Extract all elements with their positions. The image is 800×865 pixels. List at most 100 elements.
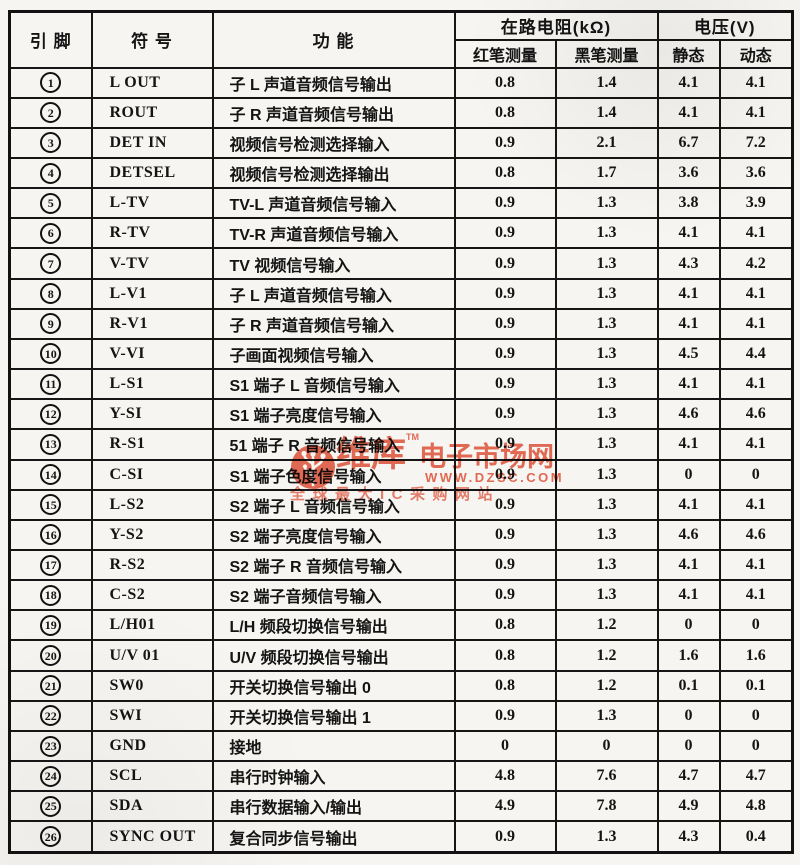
table-row: 16 Y-S2 S2 端子亮度信号输入 0.9 1.3 4.6 4.6 <box>8 518 794 552</box>
static-voltage-value: 3.8 <box>656 187 721 220</box>
function-cell: 视频信号检测选择输入 <box>211 126 456 159</box>
dynamic-voltage-value: 0.4 <box>718 820 794 854</box>
function-cell: S2 端子 L 音频信号输入 <box>211 488 456 521</box>
static-voltage-value: 4.7 <box>656 760 721 793</box>
dynamic-voltage-value: 4.8 <box>718 790 794 823</box>
header-red-pen: 红笔测量 <box>453 38 557 69</box>
red-pen-value: 0.9 <box>453 548 557 582</box>
pin-number: 11 <box>40 373 62 395</box>
pin-number: 4 <box>40 162 62 184</box>
red-pen-value: 0.9 <box>453 518 557 552</box>
symbol-cell: C-S2 <box>90 579 214 612</box>
pin-number-cell: 22 <box>8 699 93 732</box>
pin-number: 15 <box>40 494 62 516</box>
function-cell: 子 L 声道音频信号输入 <box>211 277 456 310</box>
function-cell: 串行数据输入/输出 <box>211 790 456 823</box>
pin-number-cell: 13 <box>8 428 93 461</box>
pin-number: 10 <box>40 343 62 365</box>
pin-number-cell: 7 <box>8 247 93 280</box>
red-pen-value: 4.8 <box>453 760 557 793</box>
red-pen-value: 0.9 <box>453 458 557 491</box>
pin-number: 6 <box>40 222 62 244</box>
table-row: 10 V-VI 子画面视频信号输入 0.9 1.3 4.5 4.4 <box>8 337 794 371</box>
pin-number: 18 <box>40 584 62 606</box>
table-row: 14 C-SI S1 端子色度信号输入 0.9 1.3 0 0 <box>8 458 794 491</box>
static-voltage-value: 0 <box>656 699 721 732</box>
red-pen-value: 0.8 <box>453 66 557 99</box>
red-pen-value: 0.9 <box>453 187 557 220</box>
black-pen-value: 1.3 <box>554 398 659 431</box>
table-row: 3 DET IN 视频信号检测选择输入 0.9 2.1 6.7 7.2 <box>8 126 794 159</box>
pin-number-cell: 16 <box>8 518 93 552</box>
black-pen-value: 1.3 <box>554 699 659 732</box>
table-row: 8 L-V1 子 L 声道音频信号输入 0.9 1.3 4.1 4.1 <box>8 277 794 310</box>
static-voltage-value: 0 <box>656 458 721 491</box>
pin-number: 12 <box>40 403 62 425</box>
table-row: 6 R-TV TV-R 声道音频信号输入 0.9 1.3 4.1 4.1 <box>8 217 794 250</box>
function-cell: U/V 频段切换信号输出 <box>211 639 456 672</box>
dynamic-voltage-value: 4.6 <box>718 398 794 431</box>
static-voltage-value: 4.3 <box>656 247 721 280</box>
pin-number: 16 <box>40 524 62 546</box>
table-row: 13 R-S1 51 端子 R 音频信号输入 0.9 1.3 4.1 4.1 <box>8 428 794 461</box>
table-row: 19 L/H01 L/H 频段切换信号输出 0.8 1.2 0 0 <box>8 609 794 642</box>
static-voltage-value: 4.6 <box>656 398 721 431</box>
pin-number: 25 <box>40 795 62 817</box>
pin-number-cell: 4 <box>8 156 93 190</box>
header-black-pen: 黑笔测量 <box>554 38 659 69</box>
header-symbol: 符 号 <box>90 10 214 69</box>
dynamic-voltage-value: 4.1 <box>718 66 794 99</box>
table-row: 11 L-S1 S1 端子 L 音频信号输入 0.9 1.3 4.1 4.1 <box>8 368 794 401</box>
dynamic-voltage-value: 4.4 <box>718 337 794 371</box>
static-voltage-value: 4.1 <box>656 488 721 521</box>
pin-number: 7 <box>40 253 62 275</box>
dynamic-voltage-value: 0 <box>718 609 794 642</box>
pin-number-cell: 11 <box>8 368 93 401</box>
dynamic-voltage-value: 4.1 <box>718 368 794 401</box>
table-row: 15 L-S2 S2 端子 L 音频信号输入 0.9 1.3 4.1 4.1 <box>8 488 794 521</box>
pin-number-cell: 23 <box>8 729 93 763</box>
table-row: 21 SW0 开关切换信号输出 0 0.8 1.2 0.1 0.1 <box>8 669 794 702</box>
black-pen-value: 1.3 <box>554 337 659 371</box>
pin-number: 5 <box>40 192 62 214</box>
red-pen-value: 0.9 <box>453 820 557 854</box>
red-pen-value: 4.9 <box>453 790 557 823</box>
black-pen-value: 1.3 <box>554 820 659 854</box>
pin-number-cell: 1 <box>8 66 93 99</box>
dynamic-voltage-value: 4.1 <box>718 548 794 582</box>
pin-function-table: 引 脚 符 号 功 能 在路电阻(kΩ) 电压(V) 红笔测量 黑笔测量 静态 … <box>8 10 795 854</box>
pin-number-cell: 18 <box>8 579 93 612</box>
red-pen-value: 0.9 <box>453 398 557 431</box>
pin-number-cell: 20 <box>8 639 93 672</box>
symbol-cell: R-TV <box>90 217 214 250</box>
symbol-cell: R-S2 <box>90 548 214 582</box>
pin-number-cell: 14 <box>8 458 93 491</box>
header-resistance-group: 在路电阻(kΩ) <box>453 10 659 41</box>
pin-number: 26 <box>40 826 62 848</box>
static-voltage-value: 6.7 <box>656 126 721 159</box>
table-row: 17 R-S2 S2 端子 R 音频信号输入 0.9 1.3 4.1 4.1 <box>8 548 794 582</box>
dynamic-voltage-value: 4.6 <box>718 518 794 552</box>
header-pin: 引 脚 <box>8 10 93 69</box>
symbol-cell: SWI <box>90 699 214 732</box>
static-voltage-value: 4.1 <box>656 307 721 340</box>
pin-number: 17 <box>40 554 62 576</box>
function-cell: 开关切换信号输出 0 <box>211 669 456 702</box>
dynamic-voltage-value: 4.1 <box>718 277 794 310</box>
static-voltage-value: 0 <box>656 609 721 642</box>
function-cell: 子 R 声道音频信号输入 <box>211 307 456 340</box>
pin-number-cell: 24 <box>8 760 93 793</box>
symbol-cell: ROUT <box>90 96 214 129</box>
symbol-cell: R-V1 <box>90 307 214 340</box>
black-pen-value: 0 <box>554 729 659 763</box>
static-voltage-value: 1.6 <box>656 639 721 672</box>
symbol-cell: SDA <box>90 790 214 823</box>
black-pen-value: 1.3 <box>554 548 659 582</box>
symbol-cell: V-VI <box>90 337 214 371</box>
static-voltage-value: 4.1 <box>656 96 721 129</box>
black-pen-value: 1.3 <box>554 518 659 552</box>
pin-number: 19 <box>40 614 62 636</box>
red-pen-value: 0.8 <box>453 156 557 190</box>
table-row: 25 SDA 串行数据输入/输出 4.9 7.8 4.9 4.8 <box>8 790 794 823</box>
black-pen-value: 1.4 <box>554 96 659 129</box>
